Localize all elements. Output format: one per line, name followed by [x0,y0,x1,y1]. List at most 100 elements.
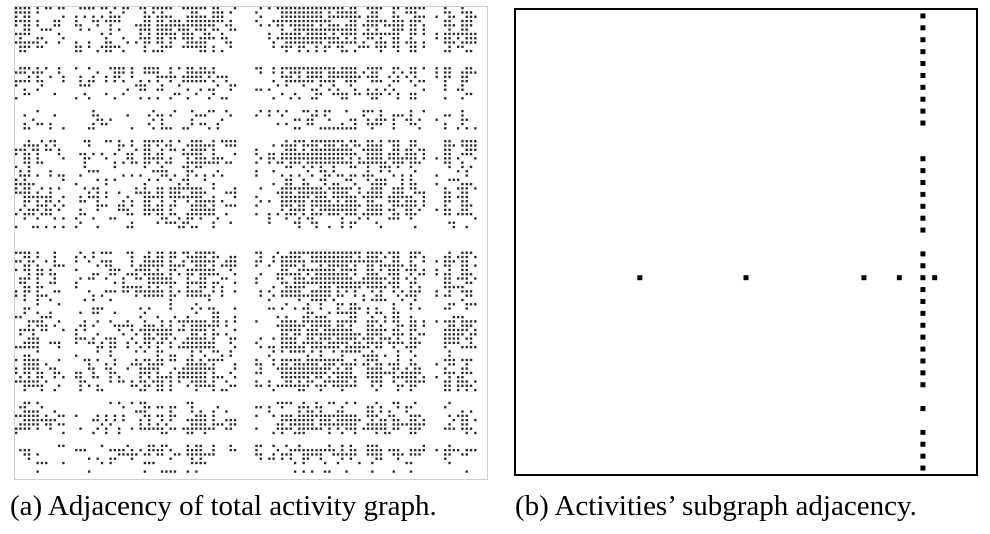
matrix-a-entry [414,264,417,267]
matrix-a-entry [165,45,168,48]
matrix-a-entry [422,88,425,91]
matrix-a-entry [259,187,262,190]
matrix-a-entry [190,148,194,151]
matrix-a-entry [160,122,164,126]
matrix-a-entry [336,161,340,164]
matrix-a-entry [225,161,228,164]
matrix-a-entry [375,71,378,74]
matrix-a-entry [302,212,305,216]
matrix-a-entry [195,79,198,83]
matrix-a-entry [375,457,378,460]
matrix-a-entry [229,140,232,143]
matrix-a-entry [152,294,155,297]
matrix-a-entry [392,367,395,370]
matrix-a-entry [19,281,22,284]
matrix-a-entry [323,470,327,473]
matrix-a-entry [199,152,202,156]
matrix-a-entry [96,118,99,121]
matrix-a-entry [366,320,370,323]
matrix-a-entry [135,161,138,164]
matrix-a-entry [156,97,159,100]
matrix-a-entry [444,285,447,289]
matrix-a-entry [216,333,220,336]
matrix-a-entry [169,414,172,417]
matrix-a-entry [293,320,297,323]
matrix-a-entry [371,354,374,357]
matrix-a-entry [353,212,357,216]
matrix-a-entry [452,32,456,36]
matrix-a-entry [371,461,374,465]
matrix-a-entry [49,140,52,143]
matrix-a-entry [229,354,232,357]
matrix-a-entry [375,388,378,392]
matrix-a-entry [212,410,215,413]
matrix-a-entry [57,71,61,74]
matrix-a-entry [190,144,194,147]
matrix-a-entry [371,161,374,164]
matrix-a-entry [311,294,314,297]
matrix-a-entry [469,11,473,14]
matrix-a-entry [148,345,151,349]
matrix-a-entry [461,277,464,280]
matrix-a-entry [285,418,288,422]
matrix-a-entry [311,161,314,164]
matrix-a-entry [409,157,413,160]
matrix-b-entry [920,61,926,67]
matrix-a-entry [469,427,473,430]
matrix-a-entry [332,423,335,426]
matrix-a-entry [45,363,48,366]
matrix-a-entry [178,225,181,229]
matrix-a-entry [233,345,237,349]
matrix-a-entry [298,367,301,370]
matrix-a-entry [45,324,48,327]
matrix-a-entry [225,264,228,267]
matrix-a-entry [375,380,378,383]
matrix-a-entry [40,285,44,289]
matrix-a-entry [366,122,370,126]
matrix-a-entry [36,200,39,203]
matrix-a-entry [375,320,378,323]
matrix-a-entry [465,448,468,452]
matrix-a-entry [208,97,211,100]
matrix-a-entry [135,187,138,190]
matrix-a-entry [341,15,344,18]
matrix-a-entry [148,195,151,199]
matrix-a-entry [336,461,340,465]
matrix-a-entry [19,148,22,151]
matrix-a-entry [306,67,310,70]
matrix-a-entry [225,333,228,336]
matrix-a-entry [469,32,473,36]
matrix-a-entry [349,307,353,310]
matrix-a-entry [169,114,172,117]
matrix-a-entry [319,251,323,254]
matrix-a-entry [409,333,413,336]
matrix-a-entry [456,328,460,332]
matrix-a-entry [212,200,215,203]
matrix-a-entry [461,204,464,207]
matrix-a-entry [452,341,456,345]
matrix-a-entry [375,401,378,405]
matrix-a-entry [298,388,301,392]
matrix-a-entry [130,448,134,452]
matrix-a-entry [319,273,323,276]
matrix-a-entry [135,290,138,293]
matrix-a-entry [319,140,323,143]
matrix-a-entry [345,320,348,323]
matrix-a-entry [182,75,185,79]
matrix-a-entry [225,24,228,27]
matrix-a-entry [311,427,314,430]
matrix-a-entry [186,363,189,366]
matrix-a-entry [143,470,147,473]
matrix-a-entry [199,273,202,276]
matrix-a-entry [461,75,464,79]
matrix-a-entry [229,350,232,353]
matrix-a-entry [195,195,198,199]
matrix-a-entry [358,92,361,96]
matrix-a-entry [53,225,56,229]
matrix-a-entry [100,461,104,465]
matrix-a-entry [323,277,327,280]
matrix-a-entry [19,260,22,263]
matrix-a-entry [32,418,35,422]
matrix-a-entry [186,431,189,435]
matrix-a-entry [319,187,323,190]
